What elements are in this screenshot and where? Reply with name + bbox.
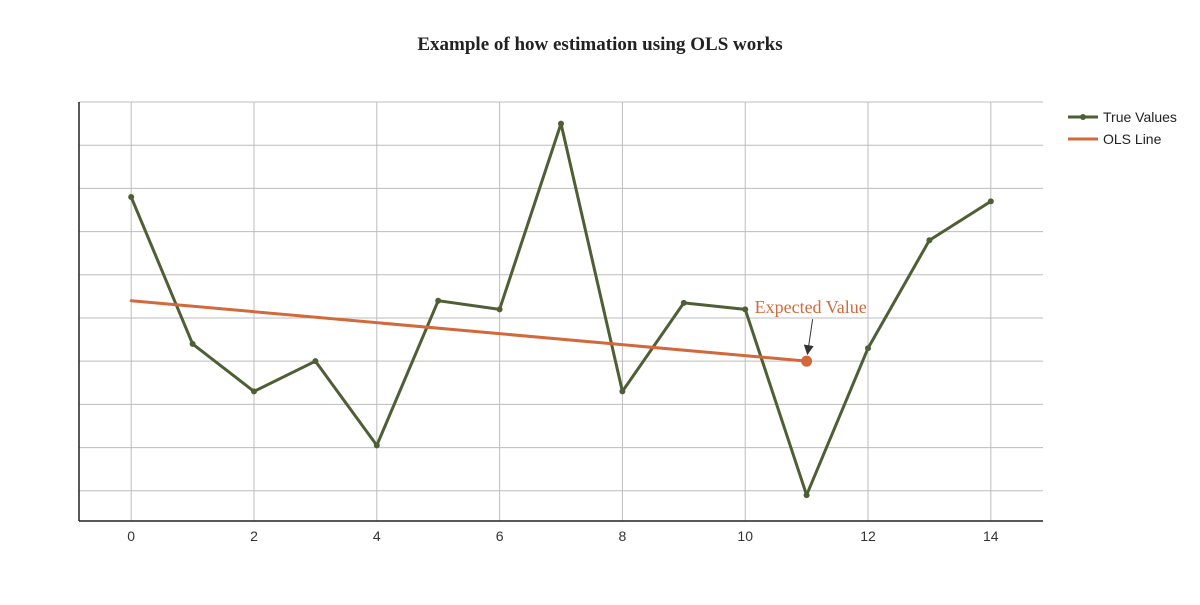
x-tick-label: 14	[983, 528, 999, 544]
true-values-point	[496, 306, 503, 313]
axes	[78, 102, 1043, 522]
true-values-point	[619, 388, 626, 395]
grid	[79, 101, 1043, 521]
legend: True Values OLS Line	[1068, 109, 1177, 147]
x-tick-label: 2	[250, 528, 258, 544]
x-tick-label: 10	[737, 528, 753, 544]
chart-title: Example of how estimation using OLS work…	[417, 34, 782, 55]
x-tick-label: 4	[373, 528, 381, 544]
true-values-point	[312, 358, 319, 365]
true-values-point	[742, 306, 749, 313]
true-values-point	[558, 120, 564, 127]
annotation-arrow	[803, 319, 814, 356]
true-values-point	[987, 198, 994, 205]
legend-label-ols-line: OLS Line	[1103, 131, 1162, 147]
expected-value-point	[801, 355, 813, 367]
legend-marker-true-values	[1080, 114, 1086, 120]
true-values-point	[926, 237, 933, 244]
x-tick-label: 0	[127, 528, 135, 544]
ols-line-line	[129, 299, 809, 363]
true-values-point	[250, 388, 257, 395]
x-tick-label: 8	[619, 528, 627, 544]
annotation-label: Expected Value	[755, 297, 867, 317]
series-layer	[128, 120, 994, 499]
true-values-point	[128, 194, 135, 201]
true-values-point	[680, 299, 687, 306]
true-values-point	[189, 340, 196, 347]
legend-label-true-values: True Values	[1103, 109, 1177, 125]
true-values-point	[865, 345, 872, 352]
x-tick-label: 6	[496, 528, 504, 544]
annotations: Expected Value	[755, 297, 867, 367]
x-axis-ticks: 0 2 4 6 8 10 12 14	[127, 528, 999, 544]
true-values-point	[435, 297, 442, 304]
true-values-point	[373, 442, 380, 449]
x-tick-label: 12	[860, 528, 876, 544]
true-values-point	[803, 492, 810, 499]
